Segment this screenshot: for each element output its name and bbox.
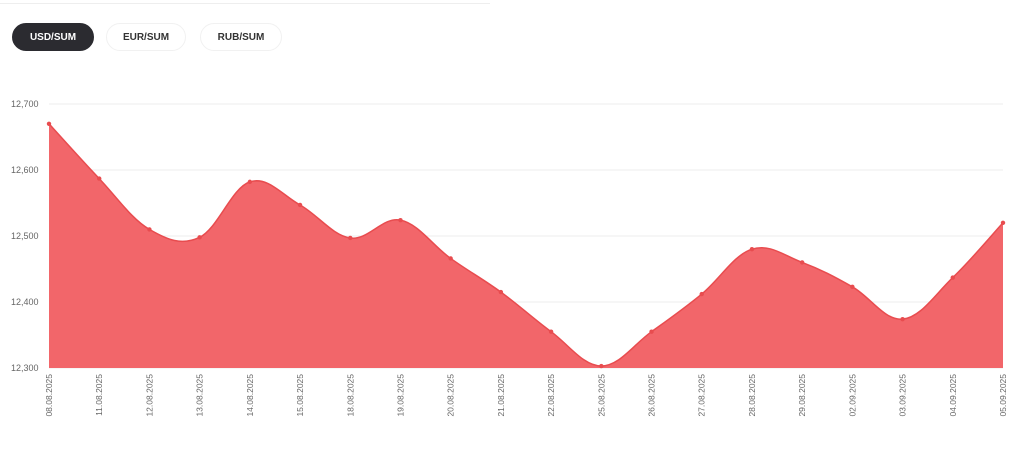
data-point — [1000, 220, 1006, 225]
tab-usd-sum[interactable]: USD/SUM — [12, 23, 94, 51]
x-tick-label: 02.09.2025 — [847, 374, 857, 417]
data-point — [398, 217, 403, 223]
data-point — [46, 121, 52, 127]
x-tick-label: 22.08.2025 — [546, 374, 556, 417]
x-tick-label: 11.08.2025 — [94, 374, 104, 416]
data-point — [348, 235, 353, 241]
data-point — [900, 316, 905, 322]
x-tick-label: 21.08.2025 — [496, 374, 506, 417]
tab-eur-sum[interactable]: EUR/SUM — [106, 23, 186, 51]
data-point — [649, 329, 654, 334]
x-tick-label: 05.09.2025 — [998, 374, 1008, 417]
x-tick-label: 13.08.2025 — [195, 374, 205, 417]
data-point — [297, 202, 303, 208]
data-point — [749, 247, 755, 252]
data-point — [197, 235, 202, 240]
x-tick-label: 03.09.2025 — [898, 374, 908, 417]
data-point — [599, 363, 604, 369]
data-point — [498, 289, 504, 295]
y-tick-label: 12,700 — [11, 99, 39, 109]
x-axis: 08.08.2025 11.08.2025 12.08.2025 13.08.2025… — [44, 374, 1008, 417]
x-tick-label: 18.08.2025 — [345, 374, 355, 417]
data-point — [850, 284, 855, 290]
x-tick-label: 08.08.2025 — [44, 374, 54, 417]
y-tick-label: 12,500 — [11, 231, 39, 241]
currency-tabs: USD/SUM EUR/SUM RUB/SUM — [12, 23, 282, 51]
data-point — [247, 179, 253, 185]
x-tick-label: 20.08.2025 — [446, 374, 456, 417]
y-tick-label: 12,300 — [11, 363, 39, 373]
x-tick-label: 27.08.2025 — [697, 374, 707, 417]
x-tick-label: 15.08.2025 — [295, 374, 305, 417]
x-tick-label: 14.08.2025 — [245, 374, 255, 417]
y-tick-label: 12,400 — [11, 297, 39, 307]
x-tick-label: 28.08.2025 — [747, 374, 757, 417]
tab-rub-sum[interactable]: RUB/SUM — [200, 23, 282, 51]
x-tick-label: 19.08.2025 — [395, 374, 405, 417]
x-tick-label: 29.08.2025 — [797, 374, 807, 417]
x-tick-label: 04.09.2025 — [948, 374, 958, 417]
data-points — [46, 121, 1006, 369]
data-point — [799, 260, 805, 265]
rate-area — [49, 123, 1003, 368]
x-tick-label: 25.08.2025 — [596, 374, 606, 417]
data-point — [950, 275, 955, 280]
x-tick-label: 26.08.2025 — [647, 374, 657, 417]
x-tick-label: 12.08.2025 — [144, 374, 154, 417]
data-point — [699, 291, 704, 297]
data-point — [448, 256, 453, 261]
y-axis: 12,700 12,600 12,500 12,400 12,300 — [11, 99, 39, 373]
data-point — [147, 227, 152, 232]
data-point — [97, 176, 102, 181]
data-point — [548, 329, 554, 334]
y-tick-label: 12,600 — [11, 165, 39, 175]
top-divider — [0, 3, 490, 4]
